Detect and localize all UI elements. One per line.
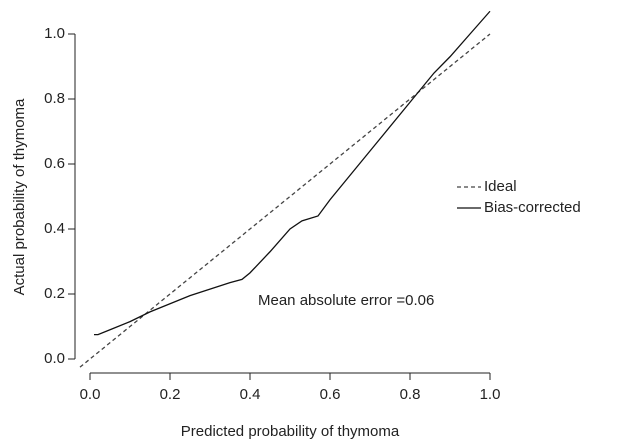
annotation: Mean absolute error =0.06 [258,292,434,309]
x-axis-label: Predicted probability of thymoma [181,423,400,440]
x-tick-label: 0.6 [320,386,341,403]
y-tick-label: 0.6 [44,155,65,172]
y-tick-label: 0.4 [44,220,65,237]
series-line [79,33,491,368]
x-tick-label: 0.2 [160,386,181,403]
series-line [94,10,491,336]
x-tick-label: 0.8 [400,386,421,403]
legend-label: Bias-corrected [484,199,581,216]
y-tick-label: 0.0 [44,350,65,367]
y-tick-label: 0.8 [44,90,65,107]
x-tick-label: 0.0 [80,386,101,403]
y-tick-label: 1.0 [44,25,65,42]
x-tick-label: 0.4 [240,386,261,403]
y-axis-label: Actual probability of thymoma [11,98,28,295]
x-tick-label: 1.0 [480,386,501,403]
legend-label: Ideal [484,178,517,195]
y-tick-label: 0.2 [44,285,65,302]
